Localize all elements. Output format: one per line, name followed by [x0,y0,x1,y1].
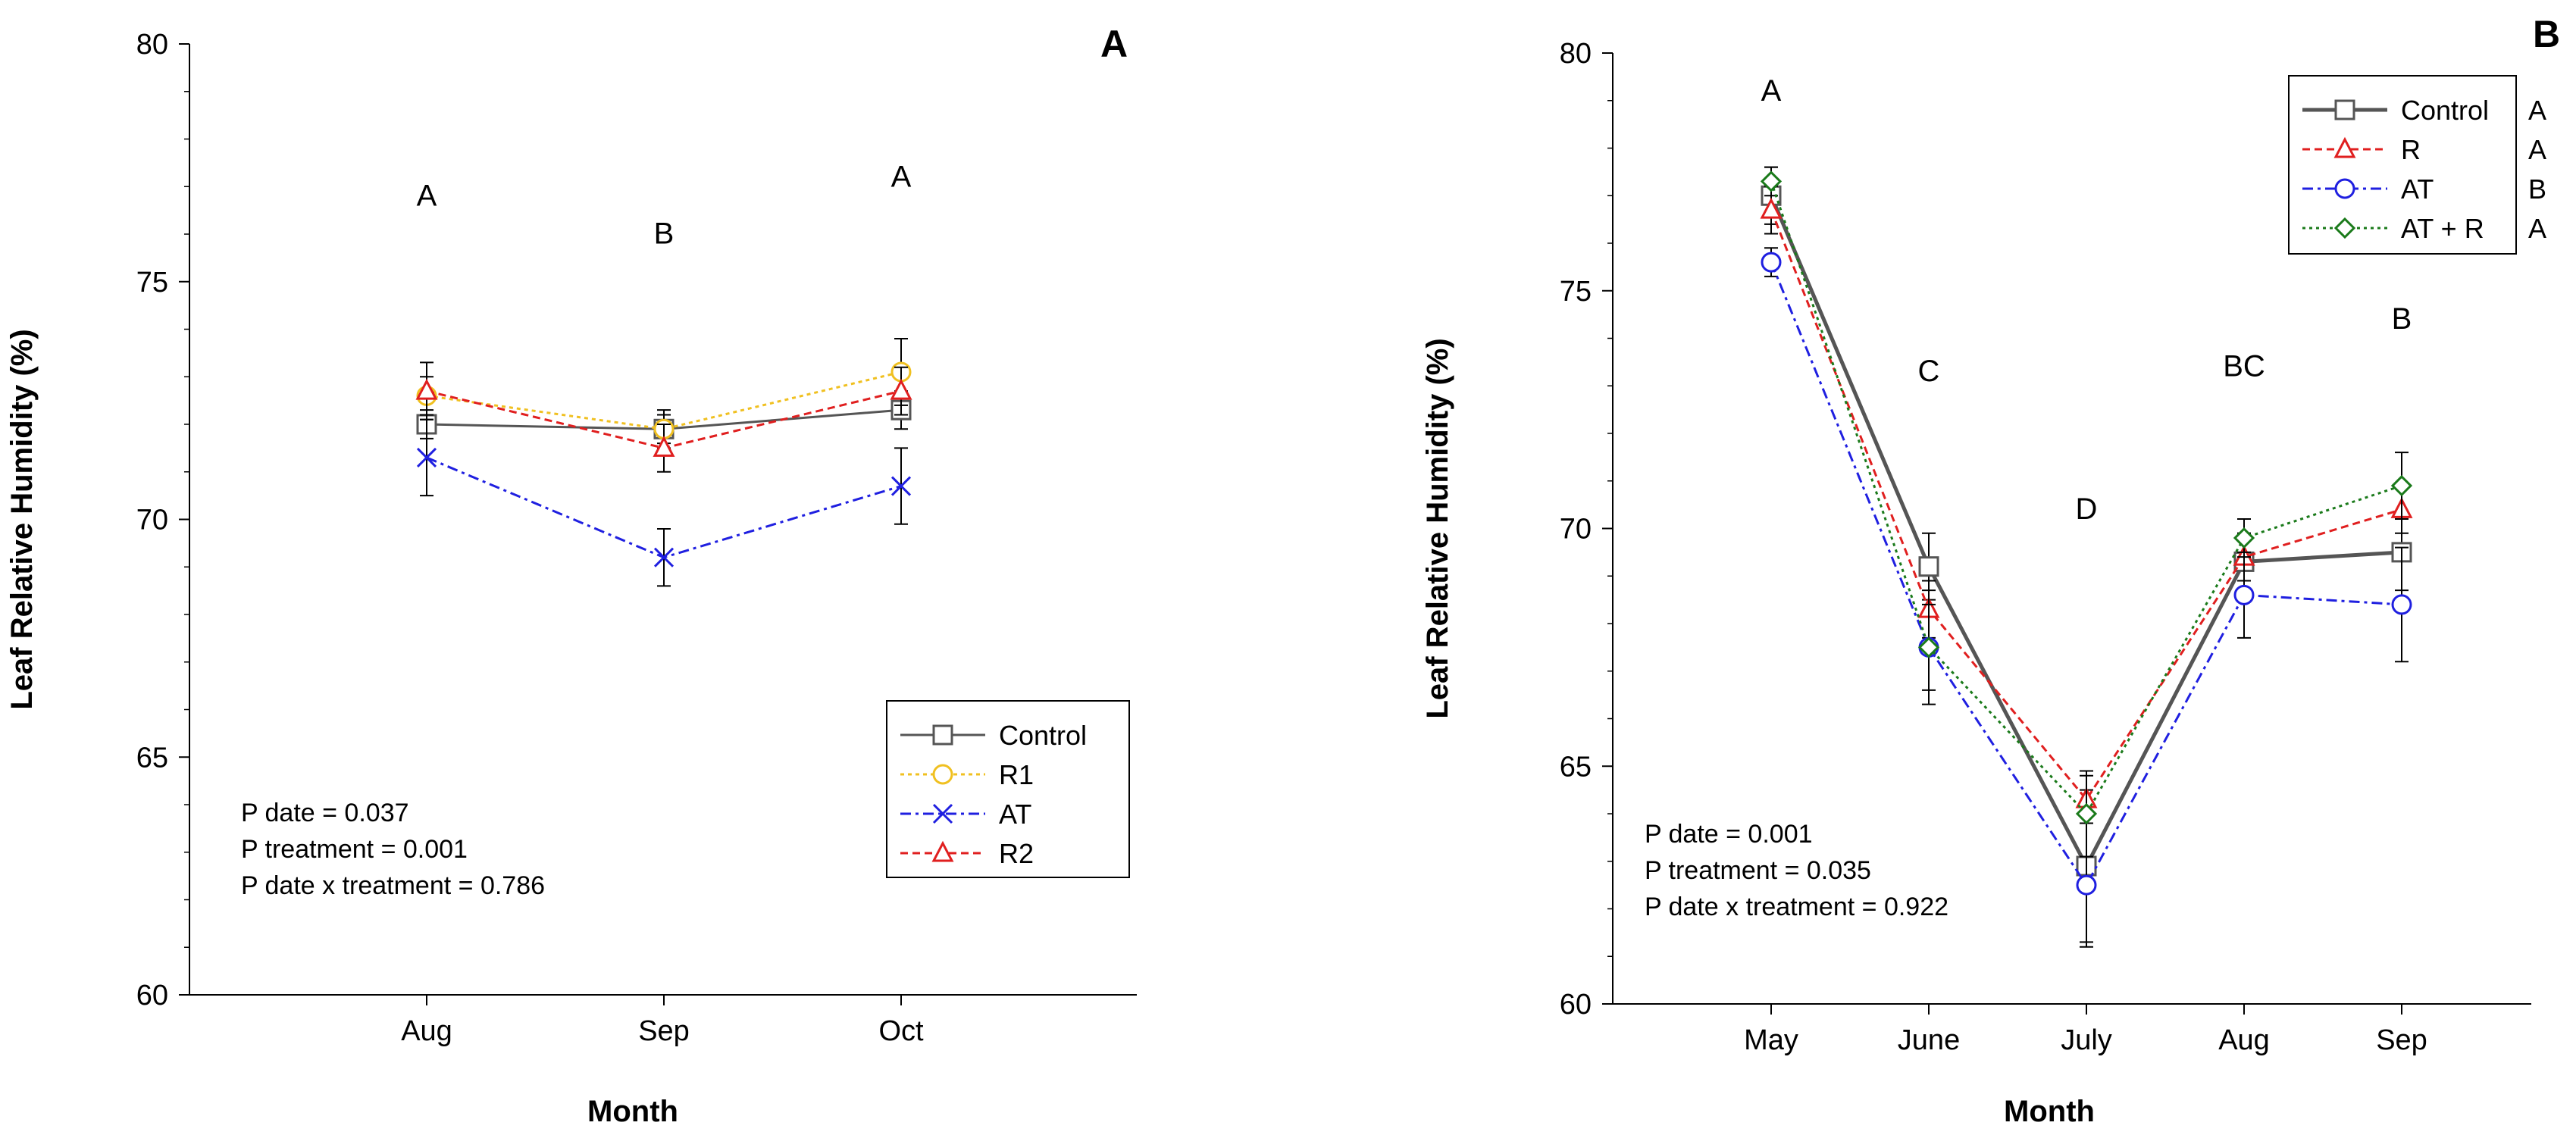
chart-b-ytick-label-75: 75 [1560,276,1592,308]
chart-b-series-at-r [1760,166,2413,858]
chart-b-sig-letter-aug: BC [2223,350,2265,383]
chart-b-sig-letter-may: A [1761,74,1782,108]
chart-a-legend-at-label: AT [999,799,1031,830]
chart-a-xtick-label-aug: Aug [401,1015,452,1047]
chart-a-xtick-label-sep: Sep [638,1015,690,1047]
chart-b-y-axis-label: Leaf Relative Humidity (%) [1421,338,1454,718]
chart-a-series-r2 [415,361,912,473]
chart-a-stat-1: P date = 0.037 [241,799,409,827]
chart-b-legend-at-sig: B [2528,174,2546,205]
chart-b-panel-label: B [2533,13,2560,55]
chart-a-series-r1-line [426,371,902,430]
chart-b-series-at-r-point-june [1917,636,1940,658]
chart-b-series-at-point-sep [2391,594,2412,615]
chart-b-xtick-label-june: June [1898,1024,1960,1056]
chart-b-series-control-point-june [1918,556,1939,577]
chart-a-stat-2: P treatment = 0.001 [241,835,468,864]
chart-a-y-axis-label: Leaf Relative Humidity (%) [5,329,39,709]
chart-a-ytick-label-75: 75 [136,267,168,299]
chart-a-legend-at-marker-stroke-2 [932,803,953,824]
chart-b-ytick-label-65: 65 [1560,751,1592,783]
chart-b-x-axis-label: Month [2004,1095,2095,1128]
chart-a-ytick-label-65: 65 [136,742,168,774]
chart-b-legend-r-label: R [2401,134,2421,165]
chart-b: 60 65 70 75 80 May June July Aug Sep Month Leaf Rel… [1421,13,2560,1128]
chart-a-stat-3: P date x treatment = 0.786 [241,871,545,900]
chart-a-sig-letter-sep: B [654,217,675,251]
chart-b-legend-control-label: Control [2401,95,2489,126]
chart-b-series-at-r-point-july [2075,802,2098,825]
chart-b-legend-at-r-marker [2333,217,2356,239]
chart-b-legend-r-marker [2333,136,2356,158]
chart-b-series-at-line [1770,261,2402,888]
chart-b-legend-at-label: AT [2401,174,2434,205]
chart-b-stat-3: P date x treatment = 0.922 [1645,893,1948,921]
chart-b-series-at-point-july [2076,874,2097,896]
chart-b-series-at-r-line [1770,180,2402,816]
chart-a-legend: Control R1 AT R2 [886,700,1130,878]
chart-a-series-at-point-oct-stroke-2 [890,476,912,496]
chart-b-legend-at-marker [2334,178,2355,199]
chart-b-series-at-r-point-aug [2233,527,2255,549]
chart-a-series-at [416,418,912,587]
chart-b-stat-1: P date = 0.001 [1645,820,1813,849]
chart-b-series-r-line [1770,209,2402,802]
chart-b-legend-r-sig: A [2528,134,2546,165]
chart-a-series-r2-point-oct [890,378,912,400]
chart-b-sig-letter-july: D [2076,492,2098,526]
chart-a-sig-letter-aug: A [417,179,437,212]
chart-a-ytick-label-60: 60 [136,980,168,1011]
chart-b-series-at-r-point-may [1760,170,1783,192]
chart-b-legend-box [2288,75,2517,255]
chart-b-xtick-label-aug: Aug [2218,1024,2270,1056]
chart-a-legend-r2-label: R2 [999,838,1034,869]
chart-b-ytick-label-80: 80 [1560,38,1592,70]
chart-b-xtick-label-may: May [1744,1024,1798,1056]
chart-b-series-at-r-point-sep [2390,474,2413,497]
chart-b-series-at-point-aug [2233,584,2255,605]
chart-b-stat-2: P treatment = 0.035 [1645,856,1871,885]
chart-a-series-at-point-sep [653,547,675,568]
chart-b-sig-letter-june: C [1918,355,1940,388]
chart-b-series-control-line [1769,195,2402,871]
chart-a-series-at-point-aug-stroke-2 [416,447,437,467]
chart-a-sig-letter-oct: A [891,160,912,193]
chart-b-ytick-label-60: 60 [1560,989,1592,1021]
chart-a-legend-r1-marker [932,764,953,785]
chart-a-series-at-point-aug [416,447,437,467]
chart-a-series-r2-point-sep [653,436,675,457]
chart-b-xtick-label-sep: Sep [2376,1024,2427,1056]
chart-a-legend-box [886,700,1130,878]
chart-b-xtick-label-july: July [2061,1024,2112,1056]
chart-b-ytick-label-70: 70 [1560,514,1592,546]
chart-a-legend-r2-marker [931,840,954,862]
chart-a-series-at-point-sep-stroke-2 [653,547,675,568]
chart-b-legend-control-marker [2334,99,2355,120]
chart-b-sig-letter-sep: B [2392,302,2412,336]
chart-b-series-at-point-may [1761,252,1782,273]
chart-a-legend-control-label: Control [999,720,1087,751]
chart-a-ytick-label-70: 70 [136,505,168,536]
chart-a-ytick-label-80: 80 [136,29,168,61]
chart-a-x-axis-label: Month [587,1095,678,1128]
chart-b-legend-control-sig: A [2528,95,2546,126]
chart-b-legend-at-r-label: AT + R [2401,213,2484,244]
chart-a: 60 65 70 75 80 Aug Sep Oct Month Leaf Relative Hu… [5,23,1137,1128]
chart-b-legend: Control A R A AT B AT + R A [2288,75,2546,255]
chart-a-xtick-label-oct: Oct [878,1015,924,1047]
chart-a-legend-at-marker [932,803,953,824]
chart-b-series-r-point-may [1760,197,1783,219]
chart-a-panel-label: A [1100,23,1128,65]
chart-a-series-r2-point-aug [415,378,438,400]
chart-b-legend-at-r-sig: A [2528,213,2546,244]
chart-a-legend-control-marker [932,724,953,746]
chart-a-legend-r1-label: R1 [999,759,1034,790]
chart-a-series-at-point-oct [890,476,912,496]
